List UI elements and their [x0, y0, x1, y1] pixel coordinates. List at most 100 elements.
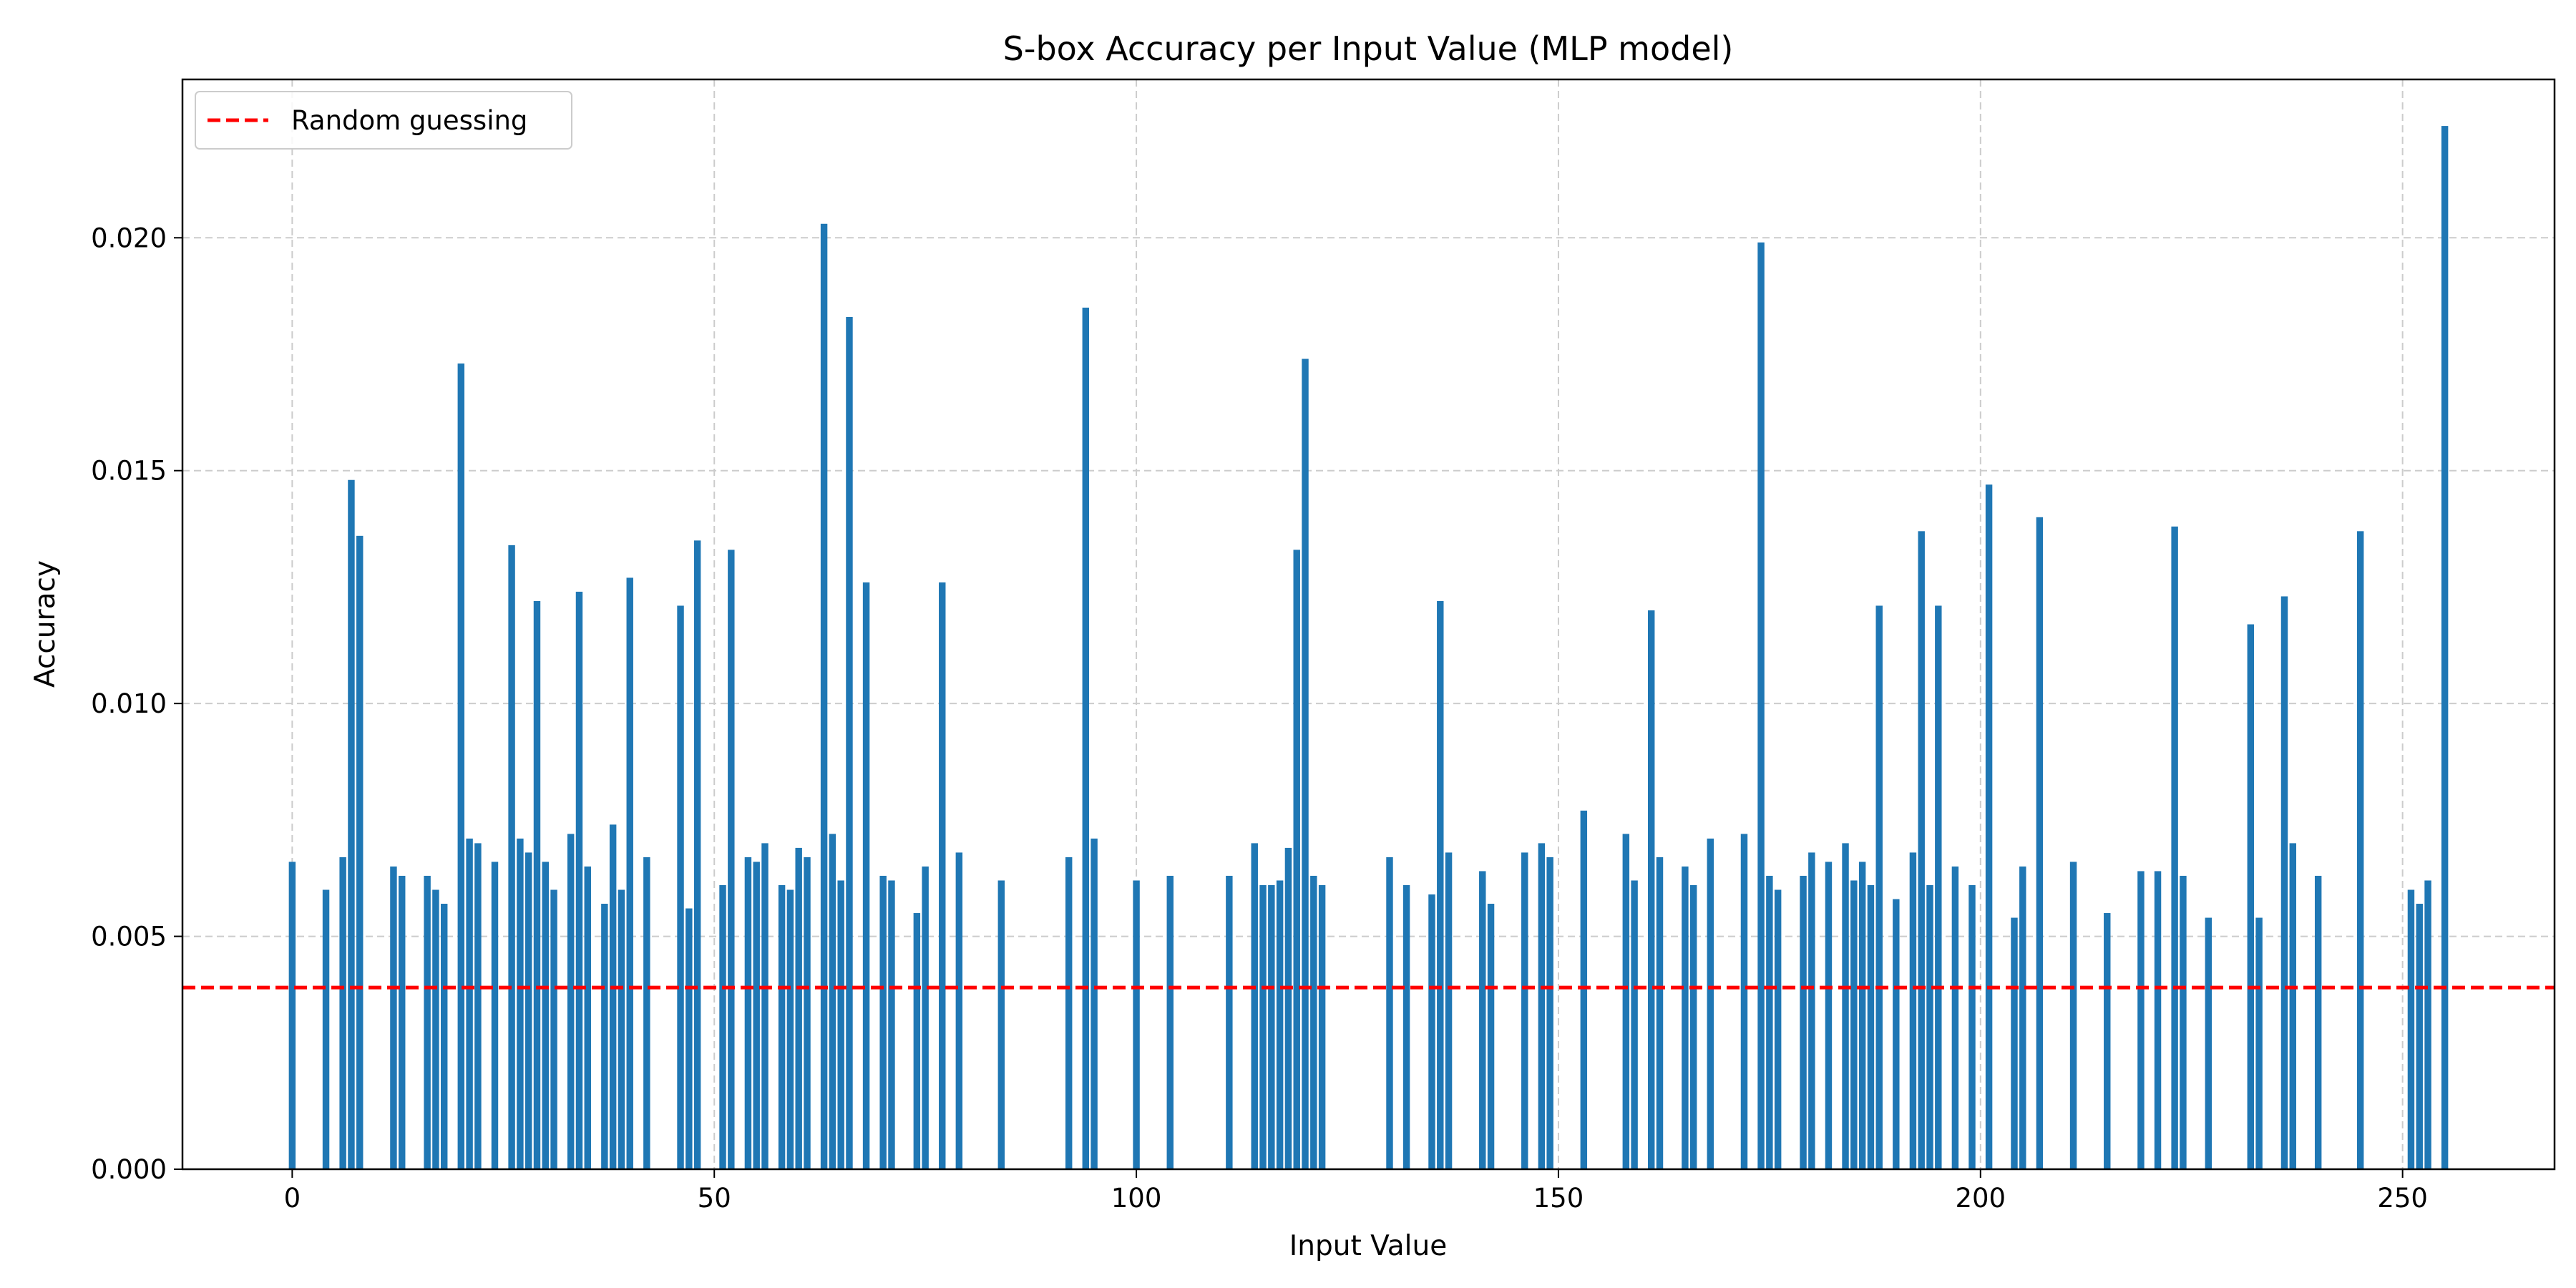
- bar: [2011, 917, 2018, 1169]
- bar: [862, 582, 870, 1169]
- bar: [1428, 894, 1435, 1169]
- bar: [677, 605, 684, 1169]
- bar: [288, 862, 296, 1169]
- bar: [1951, 866, 1959, 1169]
- bar: [1858, 862, 1866, 1169]
- bar: [719, 884, 726, 1169]
- legend-box: [195, 91, 572, 150]
- bar: [879, 875, 887, 1169]
- x-axis-ticks: 0 50 100 150 200 250: [284, 1169, 2428, 1214]
- bar: [1689, 884, 1697, 1169]
- bar: [1682, 866, 1689, 1169]
- x-tick-label: 150: [1533, 1183, 1584, 1214]
- bar: [1251, 843, 1258, 1169]
- bar: [778, 884, 786, 1169]
- bar: [888, 880, 895, 1169]
- bar: [1740, 834, 1748, 1169]
- bar: [399, 875, 406, 1169]
- bar: [744, 857, 752, 1169]
- bar: [1867, 884, 1875, 1169]
- bar: [457, 364, 465, 1169]
- y-tick-label: 0.010: [91, 688, 167, 719]
- bar: [837, 880, 844, 1169]
- bar: [1622, 834, 1630, 1169]
- bar: [1909, 852, 1917, 1169]
- legend: Random guessing: [195, 91, 572, 150]
- bar: [2280, 596, 2288, 1169]
- bar: [1133, 880, 1140, 1169]
- bar: [1318, 884, 1326, 1169]
- bar: [997, 880, 1005, 1169]
- bar: [1226, 875, 1233, 1169]
- bar: [1893, 899, 1900, 1169]
- bar: [1487, 904, 1495, 1169]
- bar: [913, 913, 921, 1169]
- bar: [2441, 126, 2449, 1170]
- bar: [1850, 880, 1858, 1169]
- bar: [567, 834, 575, 1169]
- bar: [1580, 810, 1588, 1169]
- bar: [2407, 889, 2415, 1169]
- x-tick-label: 200: [1955, 1183, 2006, 1214]
- bar: [424, 875, 431, 1169]
- bar: [1875, 605, 1883, 1169]
- bar: [1402, 884, 1410, 1169]
- bar: [1707, 838, 1714, 1169]
- bar: [795, 847, 802, 1169]
- bar: [2289, 843, 2297, 1169]
- bar: [575, 591, 583, 1169]
- bar: [2247, 624, 2255, 1169]
- bar: [2019, 866, 2026, 1169]
- bar: [1985, 484, 1993, 1169]
- bar: [2416, 904, 2423, 1169]
- bar: [643, 857, 650, 1169]
- bar: [2424, 880, 2431, 1169]
- y-tick-label: 0.000: [91, 1154, 167, 1185]
- x-tick-label: 0: [284, 1183, 301, 1214]
- bar: [2104, 913, 2111, 1169]
- bar: [1918, 531, 1925, 1169]
- bar: [1284, 847, 1292, 1169]
- bar: [601, 904, 608, 1169]
- bar: [1757, 242, 1765, 1170]
- bar: [1445, 852, 1453, 1169]
- bar: [339, 857, 346, 1169]
- bar: [820, 223, 828, 1170]
- bar: [2171, 526, 2178, 1169]
- y-axis-label: Accuracy: [29, 560, 62, 688]
- bar: [1647, 610, 1655, 1169]
- bar: [955, 852, 963, 1169]
- bar: [525, 852, 532, 1169]
- bar: [440, 904, 448, 1169]
- bar: [1310, 875, 1317, 1169]
- bar: [517, 838, 524, 1169]
- bar: [584, 866, 591, 1169]
- bar: [356, 535, 364, 1169]
- bar: [432, 889, 439, 1169]
- bar: [1166, 875, 1174, 1169]
- bar: [1800, 875, 1807, 1169]
- bar: [1386, 857, 1393, 1169]
- bar: [1546, 857, 1553, 1169]
- bar: [474, 843, 482, 1169]
- bar: [533, 600, 541, 1169]
- bar: [1082, 307, 1090, 1169]
- bar: [1276, 880, 1284, 1169]
- bar: [390, 866, 397, 1169]
- bar: [2205, 917, 2212, 1169]
- bar: [1521, 852, 1528, 1169]
- bar: [1825, 862, 1833, 1169]
- bar: [1065, 857, 1073, 1169]
- y-tick-label: 0.015: [91, 456, 167, 487]
- bar: [1842, 843, 1849, 1169]
- bar: [2314, 875, 2322, 1169]
- bar: [2356, 531, 2364, 1169]
- bar: [1259, 884, 1267, 1169]
- bar: [466, 838, 473, 1169]
- bar: [1302, 358, 1309, 1169]
- bars-layer: [288, 126, 2449, 1170]
- bar: [761, 843, 769, 1169]
- legend-label-random-guessing: Random guessing: [291, 105, 527, 136]
- bar: [542, 862, 549, 1169]
- y-tick-label: 0.005: [91, 922, 167, 952]
